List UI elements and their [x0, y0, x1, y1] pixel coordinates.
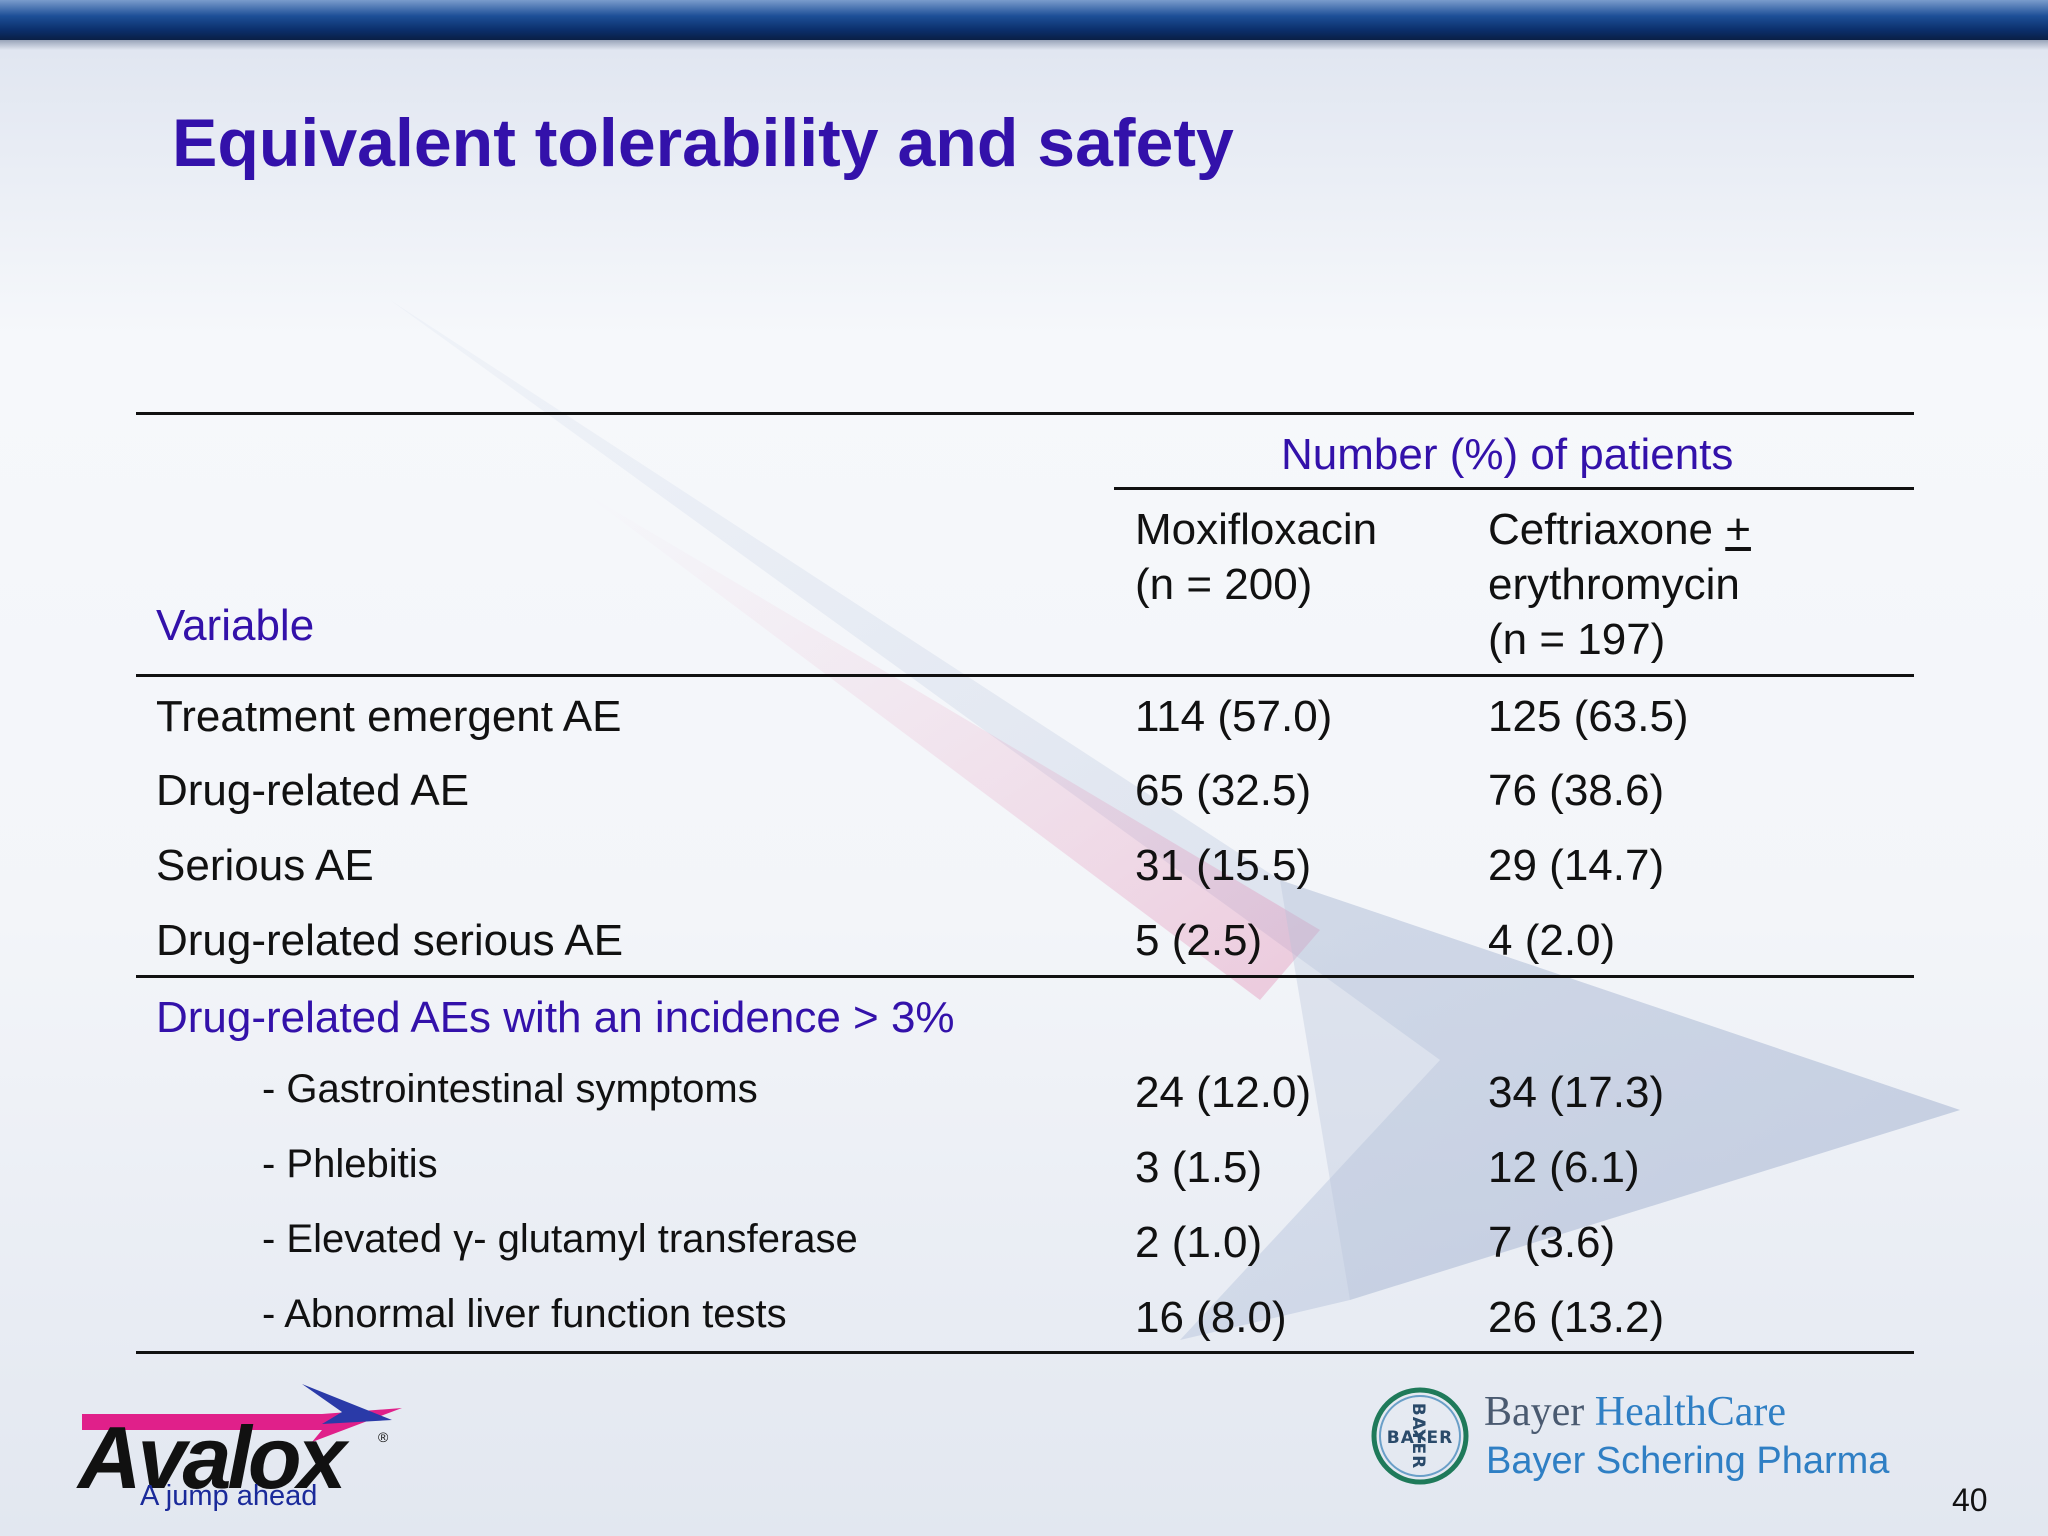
column-header-line: Moxifloxacin [1135, 505, 1378, 554]
sub-row-value-moxifloxacin: 2 (1.0) [1135, 1218, 1263, 1267]
row-label: Serious AE [156, 841, 374, 890]
bayer-word: Bayer [1484, 1389, 1585, 1435]
healthcare-word: HealthCare [1594, 1389, 1787, 1435]
sub-row-value-ceftriaxone: 7 (3.6) [1488, 1218, 1616, 1267]
section-divider-rule [136, 975, 1914, 978]
slide-title: Equivalent tolerability and safety [172, 105, 1234, 181]
column-header-line: erythromycin [1488, 560, 1740, 609]
svg-text:BAYER: BAYER [1387, 1428, 1454, 1448]
bayer-healthcare-wordmark: Bayer HealthCare [1484, 1388, 1786, 1436]
avalox-tagline: A jump ahead [140, 1480, 318, 1512]
sub-row-value-ceftriaxone: 12 (6.1) [1488, 1143, 1640, 1192]
avalox-logo-icon: Avalox ® [76, 1384, 402, 1507]
row-label: Treatment emergent AE [156, 692, 622, 741]
page-number: 40 [1952, 1482, 1988, 1518]
svg-text:®: ® [378, 1429, 389, 1445]
row-value-ceftriaxone: 4 (2.0) [1488, 916, 1616, 965]
column-header-line: (n = 200) [1135, 560, 1313, 609]
column-header-variable: Variable [156, 601, 315, 650]
row-value-moxifloxacin: 5 (2.5) [1135, 916, 1263, 965]
row-value-moxifloxacin: 65 (32.5) [1135, 766, 1312, 815]
table-bottom-rule [136, 1351, 1914, 1354]
row-label: Drug-related serious AE [156, 916, 624, 965]
svg-text:Avalox: Avalox [76, 1408, 350, 1507]
sub-row-value-moxifloxacin: 24 (12.0) [1135, 1068, 1312, 1117]
top-banner-bar [0, 0, 2048, 40]
group-header-number-of-patients: Number (%) of patients [1281, 430, 1734, 479]
bayer-cross-icon: BAYER BAYER [1371, 1387, 1469, 1485]
table-top-rule [136, 412, 1914, 415]
sub-row-value-ceftriaxone: 26 (13.2) [1488, 1293, 1665, 1342]
row-value-ceftriaxone: 29 (14.7) [1488, 841, 1665, 890]
bayer-schering-pharma-wordmark: Bayer Schering Pharma [1486, 1440, 1890, 1482]
column-header-ceftriaxone: Ceftriaxone + erythromycin (n = 197) [1488, 502, 1763, 667]
row-value-moxifloxacin: 31 (15.5) [1135, 841, 1312, 890]
column-header-line: (n = 197) [1488, 615, 1666, 664]
top-banner-shadow [0, 40, 2048, 50]
sub-row-label: - Gastrointestinal symptoms [262, 1067, 758, 1111]
row-label: Drug-related AE [156, 766, 470, 815]
group-header-rule [1114, 487, 1914, 490]
sub-row-label: - Elevated γ- glutamyl transferase [262, 1217, 858, 1261]
column-header-line: Ceftriaxone + [1488, 505, 1751, 554]
column-header-moxifloxacin: Moxifloxacin (n = 200) [1135, 502, 1377, 612]
svg-text:BAYER: BAYER [1408, 1403, 1428, 1470]
row-value-ceftriaxone: 125 (63.5) [1488, 692, 1689, 741]
sub-row-value-ceftriaxone: 34 (17.3) [1488, 1068, 1665, 1117]
sub-row-label: - Phlebitis [262, 1142, 438, 1186]
row-value-moxifloxacin: 114 (57.0) [1135, 692, 1333, 741]
sub-row-value-moxifloxacin: 3 (1.5) [1135, 1143, 1263, 1192]
header-bottom-rule [136, 674, 1914, 677]
sub-row-label: - Abnormal liver function tests [262, 1292, 787, 1336]
sub-row-value-moxifloxacin: 16 (8.0) [1135, 1293, 1287, 1342]
row-value-ceftriaxone: 76 (38.6) [1488, 766, 1665, 815]
subsection-label: Drug-related AEs with an incidence > 3% [156, 993, 955, 1042]
